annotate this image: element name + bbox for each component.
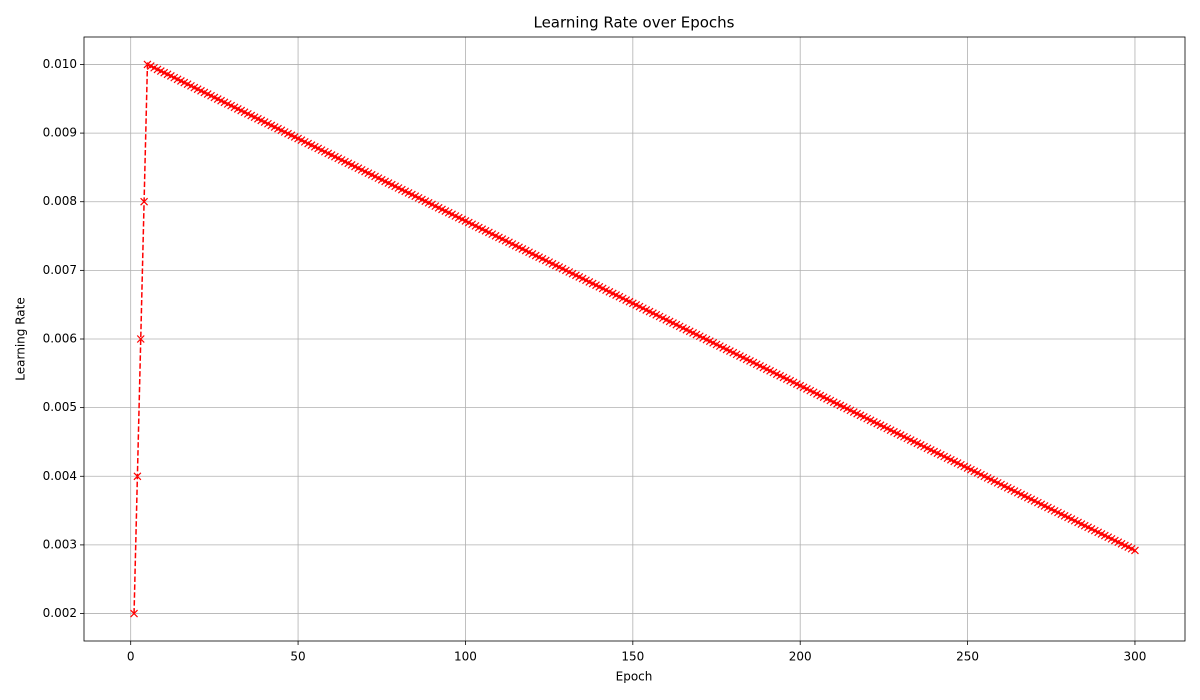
- x-tick-label: 50: [290, 650, 305, 664]
- y-tick-label: 0.003: [43, 537, 77, 551]
- y-tick-label: 0.009: [43, 126, 77, 140]
- x-axis-label: Epoch: [616, 670, 653, 684]
- x-tick-label: 0: [127, 650, 135, 664]
- y-tick-label: 0.002: [43, 606, 77, 620]
- y-tick-label: 0.004: [43, 469, 77, 483]
- marker: [1131, 546, 1139, 555]
- marker: [136, 335, 145, 343]
- marker: [130, 609, 138, 618]
- y-tick-label: 0.010: [43, 57, 77, 71]
- x-tick-label: 100: [454, 650, 477, 664]
- plot-frame: [83, 36, 1186, 642]
- x-tick-label: 300: [1124, 650, 1147, 664]
- y-tick-label: 0.007: [43, 263, 77, 277]
- x-tick-label: 200: [789, 650, 812, 664]
- x-tick-label: 150: [621, 650, 644, 664]
- y-tick-label: 0.008: [43, 194, 77, 208]
- y-tick-label: 0.006: [43, 332, 77, 346]
- y-tick-label: 0.005: [43, 400, 77, 414]
- chart-title: Learning Rate over Epochs: [533, 14, 734, 32]
- y-axis-label: Learning Rate: [14, 297, 28, 380]
- marker: [133, 472, 142, 481]
- marker: [140, 197, 149, 206]
- x-tick-label: 250: [956, 650, 979, 664]
